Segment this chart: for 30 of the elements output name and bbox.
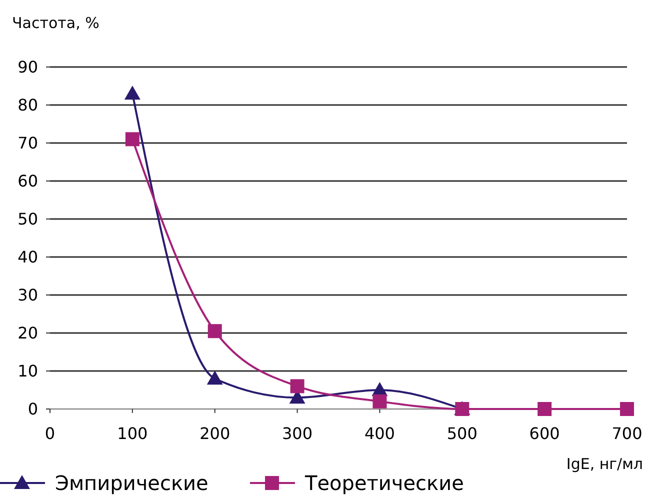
x-tick-label: 100 xyxy=(117,424,148,443)
point xyxy=(538,402,552,416)
y-axis-title: Частота, % xyxy=(12,14,100,32)
y-tick-label: 60 xyxy=(18,172,38,191)
y-tick-label: 90 xyxy=(18,58,38,77)
point xyxy=(208,324,222,338)
legend-label: Эмпирические xyxy=(55,471,208,495)
point xyxy=(124,86,140,100)
point xyxy=(125,132,140,146)
y-tick-label: 80 xyxy=(18,96,38,115)
legend-label: Теоретические xyxy=(304,471,464,495)
x-axis-title: IgE, нг/мл xyxy=(566,455,643,473)
y-tick-label: 70 xyxy=(18,134,38,153)
x-tick-label: 0 xyxy=(44,424,56,443)
point xyxy=(620,402,634,416)
x-tick-label: 400 xyxy=(364,424,395,443)
point xyxy=(372,394,387,408)
y-tick-label: 40 xyxy=(18,248,38,267)
y-tick-label: 30 xyxy=(18,286,38,305)
y-tick-label: 0 xyxy=(28,400,38,419)
x-tick-label: 500 xyxy=(446,424,478,443)
point xyxy=(206,370,223,385)
x-tick-label: 700 xyxy=(612,424,642,443)
x-tick-label: 200 xyxy=(200,424,230,443)
x-tick-label: 600 xyxy=(529,424,560,443)
y-tick-label: 10 xyxy=(18,362,38,381)
x-tick-label: 300 xyxy=(282,424,313,443)
point xyxy=(290,379,304,394)
y-tick-label: 20 xyxy=(18,324,38,343)
y-tick-label: 50 xyxy=(18,210,38,229)
